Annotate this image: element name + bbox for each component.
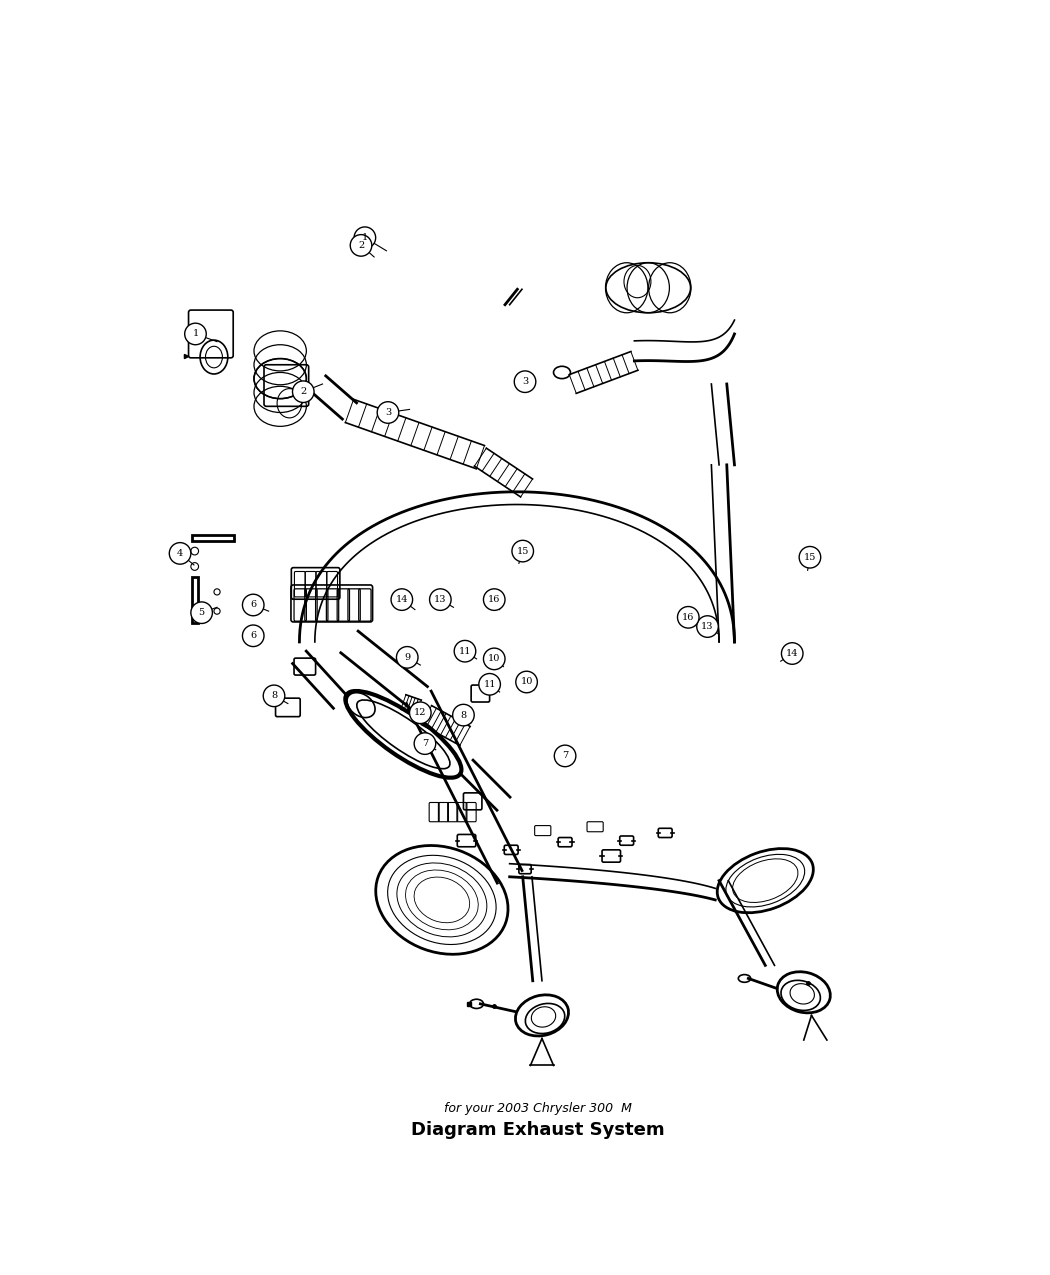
Circle shape (677, 607, 699, 629)
Text: 1: 1 (362, 233, 368, 242)
Text: 6: 6 (250, 601, 256, 609)
Circle shape (479, 673, 501, 695)
Text: 9: 9 (404, 653, 411, 662)
Text: 10: 10 (488, 654, 501, 663)
Circle shape (410, 703, 432, 724)
Text: 11: 11 (459, 646, 471, 655)
Circle shape (781, 643, 803, 664)
Text: 1: 1 (192, 329, 198, 338)
Text: 6: 6 (250, 631, 256, 640)
Text: 7: 7 (562, 751, 568, 760)
Circle shape (243, 625, 264, 646)
Circle shape (483, 648, 505, 669)
Circle shape (697, 616, 718, 638)
Text: 16: 16 (488, 595, 501, 604)
Circle shape (483, 589, 505, 611)
Text: 12: 12 (414, 709, 426, 718)
Circle shape (512, 541, 533, 562)
Circle shape (455, 640, 476, 662)
Text: 3: 3 (522, 377, 528, 386)
Circle shape (799, 547, 821, 569)
Text: 3: 3 (385, 408, 391, 417)
Circle shape (429, 589, 452, 611)
Text: Diagram Exhaust System: Diagram Exhaust System (412, 1121, 665, 1139)
Text: 8: 8 (460, 710, 466, 719)
Circle shape (293, 381, 314, 403)
Text: 14: 14 (396, 595, 408, 604)
Circle shape (391, 589, 413, 611)
Text: 13: 13 (434, 595, 446, 604)
Text: 15: 15 (517, 547, 529, 556)
Text: 16: 16 (682, 613, 694, 622)
Text: 13: 13 (701, 622, 714, 631)
Text: 10: 10 (521, 677, 532, 686)
Text: 11: 11 (483, 680, 496, 688)
Circle shape (516, 671, 538, 692)
Text: 5: 5 (198, 608, 205, 617)
Text: 15: 15 (803, 553, 816, 562)
Circle shape (397, 646, 418, 668)
Circle shape (264, 685, 285, 706)
Circle shape (185, 323, 206, 344)
Circle shape (191, 602, 212, 623)
Circle shape (554, 745, 575, 766)
Text: 7: 7 (422, 740, 428, 748)
Circle shape (453, 704, 475, 725)
Text: for your 2003 Chrysler 300  M: for your 2003 Chrysler 300 M (444, 1103, 632, 1116)
Circle shape (169, 543, 191, 564)
Text: 8: 8 (271, 691, 277, 700)
Text: 14: 14 (786, 649, 798, 658)
Circle shape (243, 594, 264, 616)
Text: 2: 2 (358, 241, 364, 250)
Circle shape (414, 733, 436, 755)
Circle shape (354, 227, 376, 249)
Circle shape (351, 235, 372, 256)
Text: 2: 2 (300, 388, 307, 397)
Circle shape (514, 371, 536, 393)
Circle shape (377, 402, 399, 423)
Text: 4: 4 (177, 550, 183, 558)
